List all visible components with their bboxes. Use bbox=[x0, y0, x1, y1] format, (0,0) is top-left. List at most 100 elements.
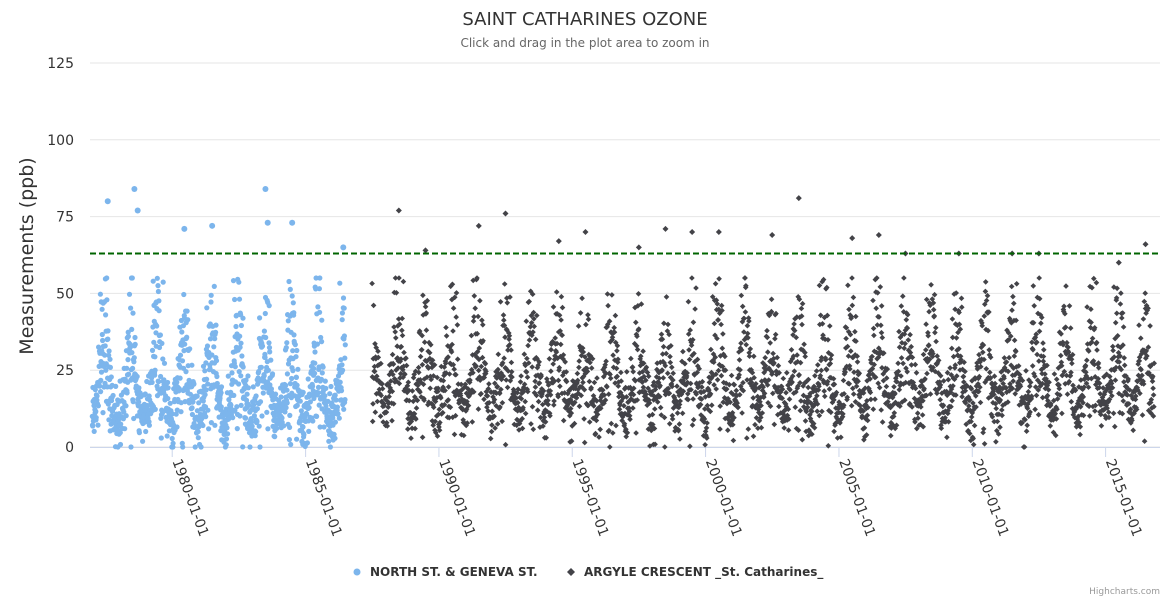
data-point-peak[interactable] bbox=[875, 232, 882, 239]
data-point bbox=[813, 368, 820, 374]
data-point bbox=[434, 374, 440, 381]
data-point bbox=[923, 296, 930, 303]
data-point bbox=[713, 386, 719, 392]
data-point-peak[interactable] bbox=[104, 198, 111, 205]
data-point-peak[interactable] bbox=[1142, 241, 1149, 248]
data-point-peak[interactable] bbox=[181, 225, 188, 232]
data-point bbox=[332, 392, 338, 398]
legend-item-north-st[interactable]: NORTH ST. & GENEVA ST. bbox=[353, 565, 538, 579]
data-point bbox=[791, 327, 798, 334]
data-point-peak[interactable] bbox=[340, 244, 347, 251]
data-point bbox=[378, 360, 384, 367]
data-point bbox=[704, 420, 710, 426]
data-point-peak[interactable] bbox=[395, 207, 402, 214]
data-point bbox=[1064, 391, 1071, 397]
data-point bbox=[766, 366, 773, 373]
data-point bbox=[449, 341, 455, 348]
data-point-peak[interactable] bbox=[502, 210, 509, 217]
data-point bbox=[1072, 387, 1079, 394]
data-point-peak[interactable] bbox=[475, 222, 482, 229]
data-point-peak[interactable] bbox=[422, 247, 429, 254]
data-point bbox=[152, 354, 158, 360]
data-point bbox=[583, 400, 590, 407]
legend-item-argyle-crescent[interactable]: ARGYLE CRESCENT _St. Catharines_ bbox=[567, 565, 823, 580]
data-point-peak[interactable] bbox=[689, 228, 696, 235]
data-point bbox=[152, 406, 158, 412]
data-point-peak[interactable] bbox=[289, 219, 296, 226]
data-point bbox=[925, 333, 931, 339]
data-point bbox=[930, 300, 937, 306]
data-point-peak[interactable] bbox=[131, 185, 138, 192]
data-point-peak[interactable] bbox=[849, 235, 856, 242]
data-point bbox=[794, 358, 801, 365]
data-point bbox=[612, 312, 619, 319]
data-point bbox=[640, 348, 646, 354]
data-point bbox=[921, 385, 927, 392]
data-point-peak[interactable] bbox=[134, 207, 141, 214]
data-point bbox=[1057, 392, 1063, 398]
data-point bbox=[659, 351, 666, 357]
data-point bbox=[736, 349, 742, 355]
data-point bbox=[118, 421, 124, 427]
data-point bbox=[926, 308, 932, 315]
data-point bbox=[764, 327, 770, 334]
data-point bbox=[547, 388, 554, 394]
data-point bbox=[392, 275, 399, 281]
data-point bbox=[775, 384, 781, 391]
data-point-peak[interactable] bbox=[555, 238, 562, 245]
data-point bbox=[926, 342, 932, 348]
data-point bbox=[995, 431, 1002, 437]
data-point bbox=[978, 317, 984, 324]
data-point bbox=[758, 402, 764, 409]
data-point-peak[interactable] bbox=[264, 219, 271, 226]
data-point bbox=[544, 393, 551, 399]
data-point bbox=[513, 395, 520, 401]
data-point-peak[interactable] bbox=[209, 222, 216, 229]
data-point bbox=[443, 333, 450, 339]
data-point-peak[interactable] bbox=[662, 225, 669, 232]
data-point bbox=[165, 379, 171, 386]
data-point bbox=[160, 279, 166, 285]
data-point bbox=[1083, 369, 1089, 375]
data-point bbox=[633, 319, 639, 326]
data-point bbox=[121, 409, 127, 415]
data-point bbox=[1005, 399, 1011, 405]
data-point bbox=[767, 340, 773, 346]
data-point bbox=[429, 357, 436, 363]
data-point bbox=[701, 416, 708, 422]
data-point bbox=[398, 343, 405, 350]
data-point bbox=[854, 353, 860, 359]
data-point bbox=[689, 275, 695, 281]
data-point bbox=[965, 394, 972, 400]
data-point bbox=[545, 401, 551, 408]
data-point bbox=[327, 391, 333, 397]
data-point bbox=[501, 281, 508, 287]
data-point-peak[interactable] bbox=[769, 232, 776, 239]
data-point-peak[interactable] bbox=[795, 195, 802, 202]
credits-link[interactable]: Highcharts.com bbox=[1089, 587, 1160, 597]
data-point bbox=[591, 403, 597, 409]
data-point bbox=[254, 419, 260, 425]
data-point-peak[interactable] bbox=[1115, 259, 1122, 266]
data-point bbox=[1080, 400, 1086, 406]
data-point bbox=[238, 373, 244, 379]
data-point bbox=[508, 359, 515, 366]
data-point-peak[interactable] bbox=[262, 185, 269, 192]
data-point bbox=[529, 291, 536, 297]
data-point-peak[interactable] bbox=[582, 228, 589, 235]
data-point bbox=[632, 304, 638, 311]
data-point bbox=[728, 372, 735, 379]
data-point bbox=[1009, 307, 1015, 313]
data-point-peak[interactable] bbox=[715, 228, 722, 235]
data-point bbox=[550, 380, 556, 386]
data-point bbox=[895, 360, 901, 367]
data-point bbox=[426, 350, 433, 356]
data-point bbox=[948, 386, 955, 392]
data-point bbox=[236, 279, 242, 285]
data-point bbox=[1117, 353, 1123, 359]
plot-area[interactable] bbox=[89, 185, 1157, 450]
data-point bbox=[865, 404, 871, 411]
data-point bbox=[1000, 402, 1006, 409]
data-point-peak[interactable] bbox=[635, 244, 642, 251]
